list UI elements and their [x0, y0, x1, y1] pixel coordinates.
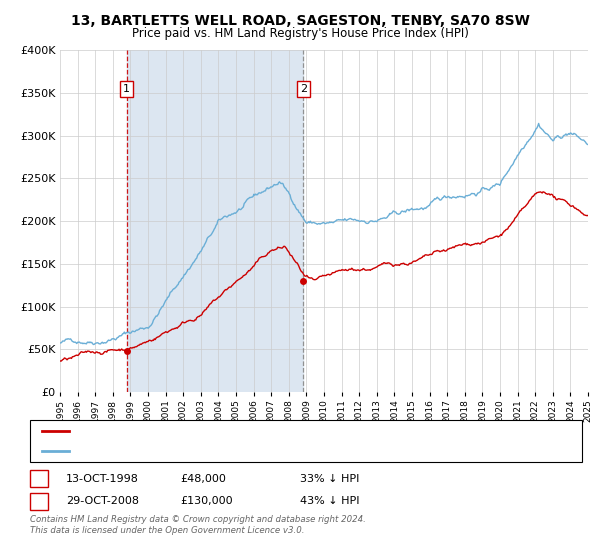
Bar	[127, 50, 304, 392]
Text: 2: 2	[35, 496, 43, 506]
Text: £48,000: £48,000	[180, 474, 226, 484]
Text: Contains HM Land Registry data © Crown copyright and database right 2024.: Contains HM Land Registry data © Crown c…	[30, 515, 366, 525]
Text: 13-OCT-1998: 13-OCT-1998	[66, 474, 139, 484]
Text: 13, BARTLETTS WELL ROAD, SAGESTON, TENBY, SA70 8SW: 13, BARTLETTS WELL ROAD, SAGESTON, TENBY…	[71, 14, 529, 28]
Text: HPI: Average price, detached house, Pembrokeshire: HPI: Average price, detached house, Pemb…	[75, 446, 345, 456]
Text: £130,000: £130,000	[180, 496, 233, 506]
Text: Price paid vs. HM Land Registry's House Price Index (HPI): Price paid vs. HM Land Registry's House …	[131, 27, 469, 40]
Text: This data is licensed under the Open Government Licence v3.0.: This data is licensed under the Open Gov…	[30, 526, 305, 535]
Text: 1: 1	[35, 474, 43, 484]
Text: 1: 1	[123, 84, 130, 94]
Text: 13, BARTLETTS WELL ROAD, SAGESTON, TENBY, SA70 8SW (detached house): 13, BARTLETTS WELL ROAD, SAGESTON, TENBY…	[75, 426, 478, 436]
Text: 33% ↓ HPI: 33% ↓ HPI	[300, 474, 359, 484]
Text: 29-OCT-2008: 29-OCT-2008	[66, 496, 139, 506]
Text: 2: 2	[300, 84, 307, 94]
Text: 43% ↓ HPI: 43% ↓ HPI	[300, 496, 359, 506]
